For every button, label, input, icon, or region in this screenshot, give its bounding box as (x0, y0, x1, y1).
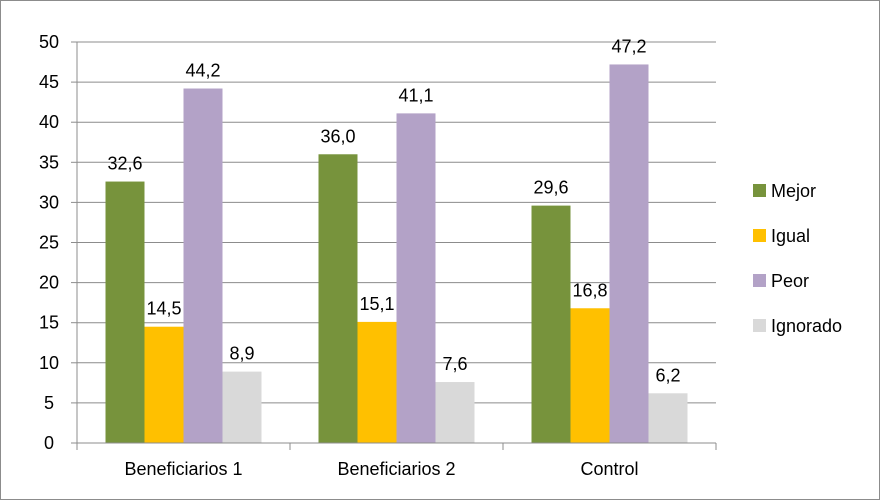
bar-mejor (531, 205, 571, 443)
axes: 0 5 10 15 20 25 30 35 40 45 50 Beneficiarios 1 Benef… (39, 32, 717, 479)
data-label: 15,1 (359, 294, 394, 314)
category-label: Beneficiarios 2 (337, 459, 455, 479)
bar-igual (357, 321, 397, 443)
data-label: 47,2 (611, 36, 646, 56)
data-label: 32,6 (107, 154, 142, 174)
bar-mejor (318, 154, 358, 443)
category-label: Control (580, 459, 638, 479)
bar-igual (144, 326, 184, 443)
bar-peor (183, 88, 223, 444)
data-label: 16,8 (572, 280, 607, 300)
data-label: 36,0 (320, 126, 355, 146)
data-label: 7,6 (442, 354, 467, 374)
y-tick-label: 10 (39, 353, 59, 373)
legend-swatch-ignorado (753, 319, 766, 332)
data-label: 41,1 (398, 85, 433, 105)
bar-ignorado (648, 393, 688, 443)
y-tick-label: 35 (39, 152, 59, 172)
y-tick-label: 40 (39, 112, 59, 132)
bar-peor (609, 64, 649, 444)
bar-mejor (105, 181, 145, 443)
legend-label: Mejor (771, 181, 816, 201)
bar-igual (570, 308, 610, 443)
bar-ignorado (435, 382, 475, 443)
y-tick-label: 30 (39, 192, 59, 212)
bar-peor (396, 113, 436, 444)
y-tick-label: 0 (44, 433, 54, 453)
y-tick-label: 15 (39, 313, 59, 333)
legend: Mejor Igual Peor Ignorado (753, 181, 842, 336)
data-labels: 32,6 14,5 44,2 8,9 36,0 15,1 41,1 7,6 29,6 16,8 47… (107, 36, 680, 385)
data-label: 6,2 (655, 365, 680, 385)
y-tick-label: 45 (39, 72, 59, 92)
data-label: 29,6 (533, 178, 568, 198)
data-label: 14,5 (146, 299, 181, 319)
legend-label: Ignorado (771, 316, 842, 336)
category-label: Beneficiarios 1 (124, 459, 242, 479)
y-tick-label: 25 (39, 233, 59, 253)
legend-label: Igual (771, 226, 810, 246)
y-tick-label: 20 (39, 273, 59, 293)
legend-label: Peor (771, 271, 809, 291)
y-tick-label: 5 (44, 393, 54, 413)
legend-swatch-igual (753, 229, 766, 242)
legend-swatch-mejor (753, 184, 766, 197)
bar-ignorado (222, 371, 262, 443)
legend-swatch-peor (753, 274, 766, 287)
y-tick-label: 50 (39, 32, 59, 52)
data-label: 8,9 (229, 344, 254, 364)
data-label: 44,2 (185, 61, 220, 81)
bars (105, 64, 688, 444)
